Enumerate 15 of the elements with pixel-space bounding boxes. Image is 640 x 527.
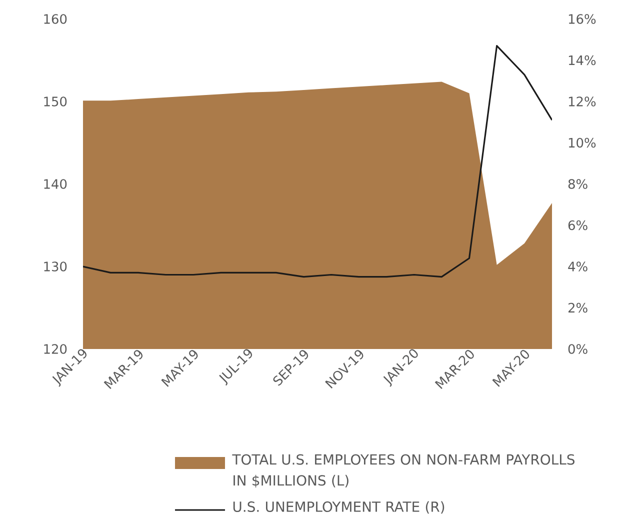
y2-tick-label: 12%	[568, 96, 596, 106]
y2-tick-label: 10%	[568, 138, 596, 148]
y-tick-label: 130	[44, 262, 67, 272]
y2-tick-label: 8%	[568, 179, 588, 189]
y2-tick-label: 4%	[568, 262, 588, 272]
y-tick-label: 140	[44, 179, 67, 189]
y2-tick-label: 16%	[568, 14, 596, 24]
y2-tick-label: 14%	[568, 55, 596, 66]
y-tick-label: 160	[44, 14, 67, 24]
y2-tick-label: 2%	[568, 302, 588, 313]
y-tick-label: 150	[44, 96, 67, 106]
legend-label: U.S. UNEMPLOYMENT RATE (R)	[233, 501, 444, 514]
y2-tick-label: 0%	[568, 344, 588, 354]
y2-tick-label: 6%	[568, 220, 588, 230]
legend-label: TOTAL U.S. EMPLOYEES ON NON-FARM PAYROLLS IN $MILLIONS (L)	[232, 454, 574, 488]
